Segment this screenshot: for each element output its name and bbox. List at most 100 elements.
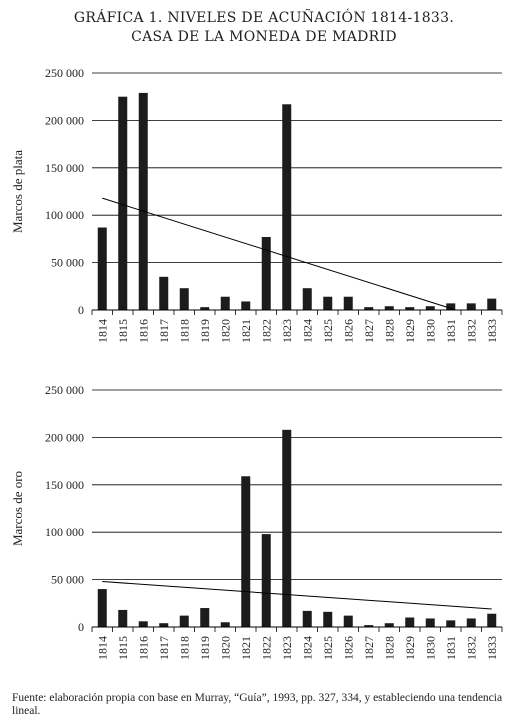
chart-2-y-axis-label: Marcos de oro xyxy=(10,471,25,546)
chart-2-bar-1823 xyxy=(282,429,292,627)
chart-2-y-tick-label: 150 000 xyxy=(45,478,84,492)
chart-2-y-tick-label: 0 xyxy=(78,620,84,634)
chart-1-x-tick-label: 1826 xyxy=(341,319,355,343)
chart-1-x-tick-label: 1830 xyxy=(423,319,437,343)
chart-1-bar-1818 xyxy=(179,288,189,310)
chart-2-bar-1826 xyxy=(343,615,353,627)
chart-2-bar-1824 xyxy=(302,610,312,627)
chart-2-x-tick-label: 1825 xyxy=(321,636,335,660)
chart-2-x-tick-label: 1820 xyxy=(218,636,232,660)
chart-2-bar-1833 xyxy=(487,613,497,627)
chart-2-bar-1827 xyxy=(364,625,374,627)
chart-1-x-tick-label: 1817 xyxy=(157,319,171,343)
chart-2-bar-1829 xyxy=(405,617,415,627)
chart-1-y-tick-label: 0 xyxy=(78,303,84,317)
chart-1-x-tick-label: 1831 xyxy=(444,319,458,343)
chart-1-x-tick-label: 1828 xyxy=(382,319,396,343)
chart-1-x-tick-label: 1833 xyxy=(485,319,499,343)
chart-1-x-tick-label: 1823 xyxy=(280,319,294,343)
chart-2-x-tick-label: 1827 xyxy=(362,636,376,660)
chart-1-x-tick-label: 1829 xyxy=(403,319,417,343)
chart-2-bar-1814 xyxy=(97,589,107,627)
chart-2-bar-1830 xyxy=(425,618,435,627)
chart-2-x-tick-label: 1818 xyxy=(177,636,191,660)
chart-1-x-tick-label: 1814 xyxy=(95,319,109,343)
chart-2-bar-1821 xyxy=(241,476,251,627)
chart-2-bar-1825 xyxy=(323,611,333,627)
chart-2-bar-1816 xyxy=(138,621,148,627)
chart-2-bar-1820 xyxy=(220,622,230,627)
chart-2-x-tick-label: 1822 xyxy=(259,636,273,660)
chart-2-bar-1815 xyxy=(118,609,128,627)
chart-1-y-axis-label: Marcos de plata xyxy=(10,150,25,233)
chart-1-bar-1819 xyxy=(200,307,210,310)
chart-2-x-tick-label: 1831 xyxy=(444,636,458,660)
chart-1-y-tick-label: 50 000 xyxy=(51,256,84,270)
chart-1-x-tick-label: 1815 xyxy=(116,319,130,343)
chart-title-line-1: GRÁFICA 1. NIVELES DE ACUÑACIÓN 1814-183… xyxy=(73,10,455,26)
chart-2-bar-1817 xyxy=(159,623,169,627)
chart-2-x-tick-label: 1819 xyxy=(198,636,212,660)
chart-2-bar-1831 xyxy=(446,620,456,627)
chart-1-x-tick-label: 1827 xyxy=(362,319,376,343)
chart-1-y-tick-label: 150 000 xyxy=(45,161,84,175)
chart-2-x-tick-label: 1833 xyxy=(485,636,499,660)
chart-1-bar-1821 xyxy=(241,301,251,310)
chart-1-bar-1816 xyxy=(138,92,148,311)
chart-1-x-tick-label: 1825 xyxy=(321,319,335,343)
chart-1-bar-1831 xyxy=(446,303,456,310)
chart-1-x-tick-label: 1832 xyxy=(464,319,478,343)
chart-1-y-tick-label: 200 000 xyxy=(45,113,84,127)
chart-2-y-tick-label: 200 000 xyxy=(45,430,84,444)
chart-1-x-tick-label: 1818 xyxy=(177,319,191,343)
chart-1-x-tick-label: 1820 xyxy=(218,319,232,343)
chart-2-x-tick-label: 1832 xyxy=(464,636,478,660)
chart-1-x-tick-label: 1821 xyxy=(239,319,253,343)
source-note: Fuente: elaboración propia con base en M… xyxy=(12,692,503,717)
chart-1-bar-1827 xyxy=(364,307,374,310)
chart-2-bar-1818 xyxy=(179,615,189,627)
chart-1-x-tick-label: 1816 xyxy=(136,319,150,343)
chart-2-x-tick-label: 1823 xyxy=(280,636,294,660)
chart-1-bar-1814 xyxy=(97,227,107,310)
chart-1-bar-1822 xyxy=(261,237,271,310)
chart-1-bar-1824 xyxy=(302,288,312,310)
chart-2-x-tick-label: 1816 xyxy=(136,636,150,660)
chart-1-bar-1828 xyxy=(384,306,394,310)
chart-1-bar-1832 xyxy=(466,303,476,310)
chart-2-x-tick-label: 1815 xyxy=(116,636,130,660)
chart-2-bar-1828 xyxy=(384,623,394,627)
chart-1-bar-1829 xyxy=(405,307,415,310)
chart-1-bar-1817 xyxy=(159,276,169,310)
chart-2-x-tick-label: 1814 xyxy=(95,636,109,660)
chart-1-x-tick-label: 1819 xyxy=(198,319,212,343)
chart-2-bar-1822 xyxy=(261,534,271,627)
chart-2-x-tick-label: 1828 xyxy=(382,636,396,660)
chart-1-bar-1823 xyxy=(282,104,292,310)
chart-2-bar-1819 xyxy=(200,608,210,627)
chart-2-trend-line xyxy=(102,580,492,610)
chart-1-bar-1820 xyxy=(220,296,230,310)
chart-2-y-tick-label: 250 000 xyxy=(45,383,84,397)
chart-2-y-tick-label: 100 000 xyxy=(45,525,84,539)
chart-1-x-tick-label: 1824 xyxy=(300,319,314,343)
chart-1-y-tick-label: 250 000 xyxy=(45,66,84,80)
chart-title-line-2: CASA DE LA MONEDA DE MADRID xyxy=(131,29,397,45)
chart-2-x-tick-label: 1830 xyxy=(423,636,437,660)
chart-1-x-tick-label: 1822 xyxy=(259,319,273,343)
chart-1-bar-1830 xyxy=(425,306,435,310)
chart-2-y-tick-label: 50 000 xyxy=(51,573,84,587)
chart-2-x-tick-label: 1817 xyxy=(157,636,171,660)
chart-1-bar-1833 xyxy=(487,298,497,310)
chart-1-trend-line xyxy=(102,197,456,311)
chart-2-x-tick-label: 1829 xyxy=(403,636,417,660)
chart-2-x-tick-label: 1824 xyxy=(300,636,314,660)
chart-1-bar-1826 xyxy=(343,296,353,310)
chart-2-x-tick-label: 1826 xyxy=(341,636,355,660)
chart-2-bar-1832 xyxy=(466,618,476,627)
chart-1-bar-1815 xyxy=(118,96,128,310)
chart-1-bar-1825 xyxy=(323,296,333,310)
chart-2-x-tick-label: 1821 xyxy=(239,636,253,660)
chart-1-y-tick-label: 100 000 xyxy=(45,208,84,222)
